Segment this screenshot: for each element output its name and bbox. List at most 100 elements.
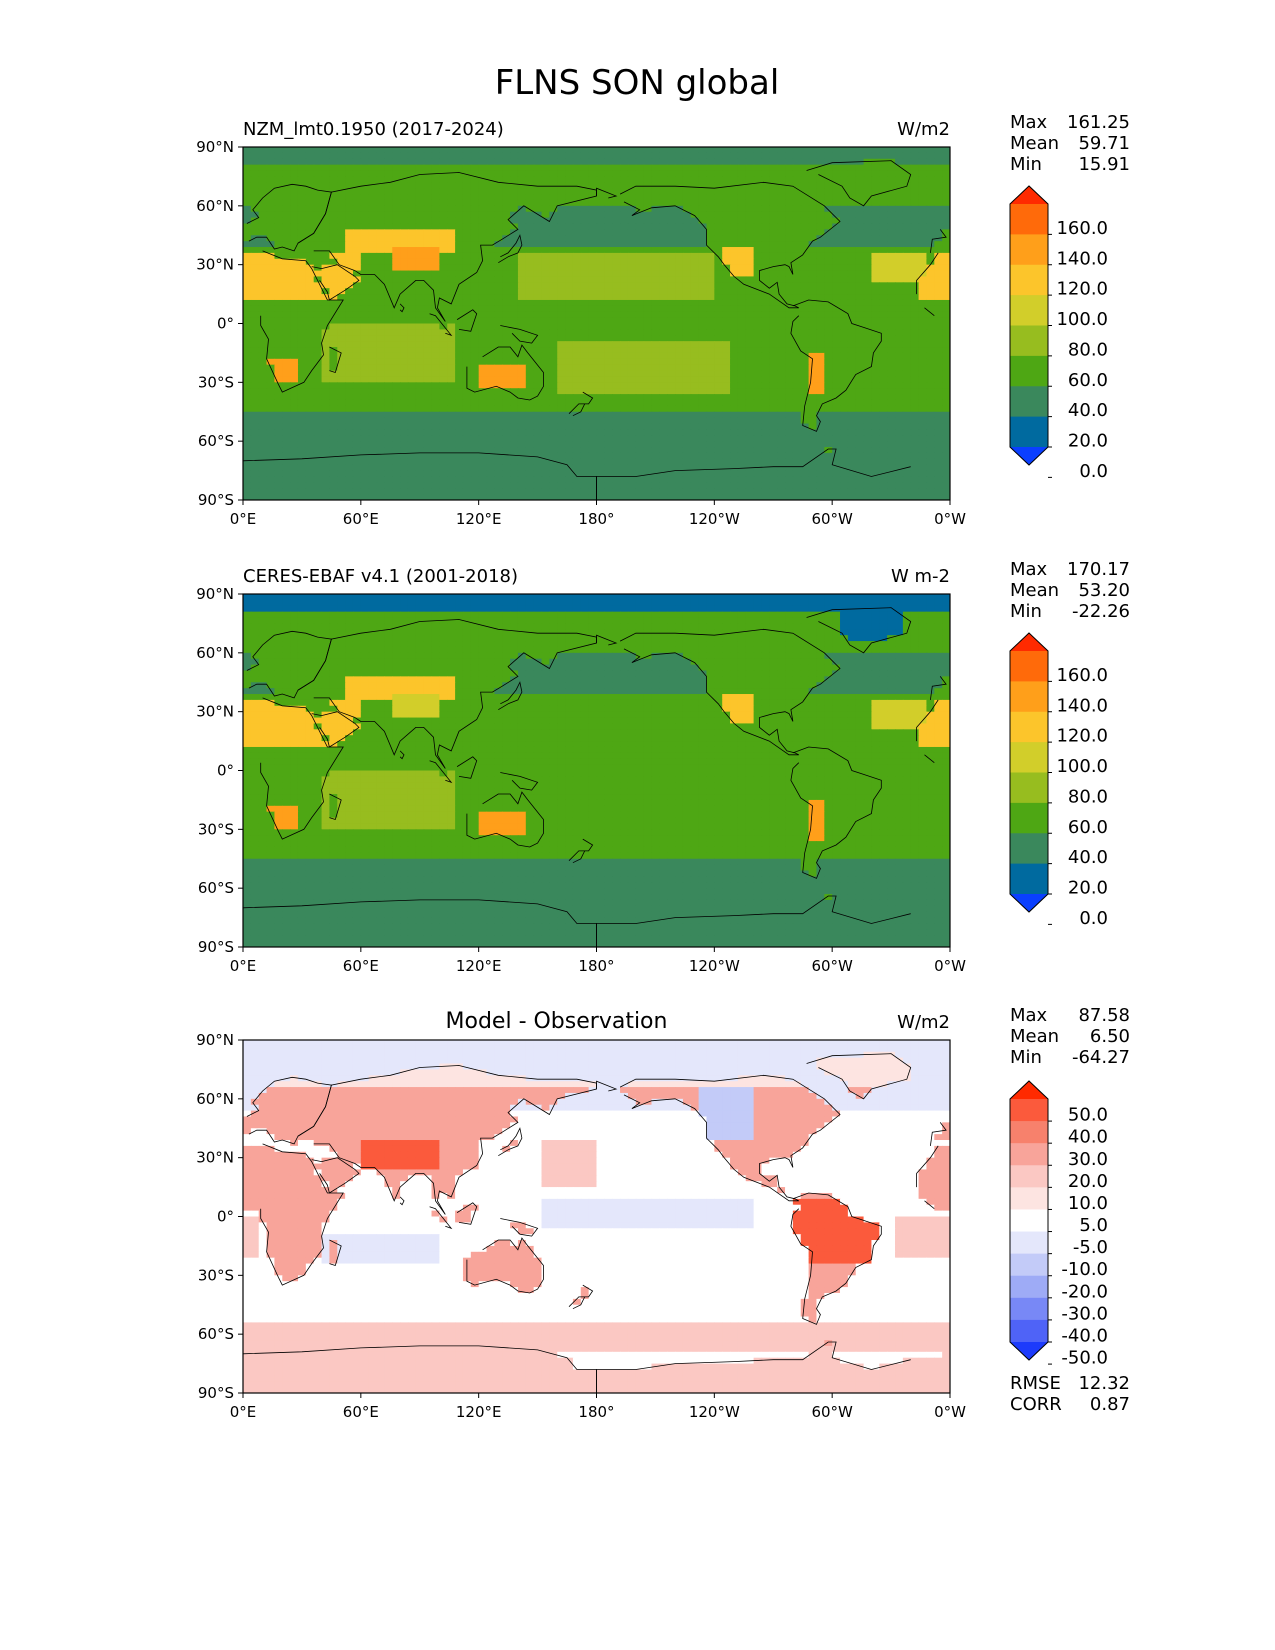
field-cell (486, 170, 495, 178)
field-cell (510, 429, 519, 436)
field-cell (769, 164, 778, 172)
field-cell (384, 317, 393, 325)
field-cell (565, 317, 574, 325)
field-cell (502, 458, 511, 466)
field-cell (800, 252, 810, 260)
field-cell (510, 170, 519, 178)
field-cell (502, 194, 511, 201)
field-cell (447, 147, 456, 154)
field-cell (565, 299, 574, 307)
field-cell (439, 323, 448, 330)
field-cell (258, 258, 268, 266)
field-cell (800, 335, 810, 342)
field-cell (533, 470, 543, 478)
field-cell (934, 299, 943, 307)
field-cell (250, 235, 260, 242)
field-cell (659, 417, 668, 425)
field-cell (368, 458, 378, 466)
field-cell (926, 399, 935, 407)
field-cell (785, 347, 794, 354)
field-cell (667, 358, 676, 366)
field-cell (659, 235, 668, 242)
field-cell (407, 388, 417, 395)
field-cell (243, 217, 252, 225)
field-cell (415, 211, 425, 219)
field-cell (887, 252, 896, 260)
field-cell (557, 382, 566, 389)
field-cell (682, 458, 692, 466)
field-cell (384, 282, 393, 289)
field-cell (549, 417, 558, 425)
field-cell (706, 199, 715, 207)
field-cell (667, 305, 676, 313)
field-cell (517, 352, 527, 360)
field-cell (423, 329, 433, 336)
field-cell (902, 417, 912, 425)
field-cell (745, 205, 755, 213)
field-cell (722, 335, 731, 342)
field-cell (722, 147, 731, 154)
field-cell (541, 447, 550, 454)
field-cell (777, 217, 786, 225)
field-cell (808, 170, 818, 178)
field-cell (549, 288, 558, 295)
field-cell (792, 394, 802, 401)
field-cell (620, 329, 629, 336)
field-cell (659, 199, 668, 207)
field-cell (667, 464, 676, 472)
field-cell (297, 423, 307, 430)
field-cell (502, 170, 511, 178)
field-cell (329, 447, 338, 454)
field-cell (769, 282, 778, 289)
field-cell (455, 411, 464, 419)
field-cell (407, 452, 417, 460)
field-cell (321, 417, 331, 425)
field-cell (486, 199, 495, 207)
field-cell (510, 264, 519, 272)
field-cell (824, 405, 833, 413)
field-cell (840, 282, 849, 289)
field-cell (777, 223, 786, 230)
field-cell (549, 282, 558, 289)
field-cell (580, 364, 590, 372)
field-cell (462, 158, 472, 166)
field-cell (659, 429, 668, 436)
field-cell (777, 335, 786, 342)
field-cell (714, 276, 723, 283)
field-cell (462, 394, 472, 401)
field-cell (533, 294, 543, 301)
field-cell (282, 435, 291, 442)
field-cell (769, 417, 778, 425)
field-cell (423, 158, 433, 166)
field-cell (447, 182, 456, 189)
field-cell (737, 158, 747, 166)
field-cell (565, 241, 574, 248)
field-cell (243, 452, 252, 460)
field-cell (360, 452, 370, 460)
field-cell (840, 247, 849, 254)
field-cell (517, 370, 527, 378)
field-cell (855, 382, 865, 389)
field-cell (447, 223, 456, 230)
field-cell (643, 247, 653, 254)
field-cell (675, 364, 684, 372)
field-cell (274, 147, 283, 154)
field-cell (934, 411, 943, 419)
field-cell (667, 217, 676, 225)
field-cell (722, 176, 731, 183)
field-cell (745, 217, 755, 225)
field-cell (714, 429, 723, 436)
field-cell (321, 311, 331, 319)
field-cell (478, 464, 488, 472)
field-cell (478, 364, 488, 372)
field-cell (612, 429, 621, 436)
field-cell (840, 452, 849, 460)
field-cell (423, 147, 433, 154)
field-cell (321, 258, 331, 266)
field-cell (761, 211, 770, 219)
field-cell (517, 282, 527, 289)
field-cell (494, 405, 503, 413)
field-cell (840, 358, 849, 366)
field-cell (400, 170, 409, 178)
field-cell (345, 323, 354, 330)
